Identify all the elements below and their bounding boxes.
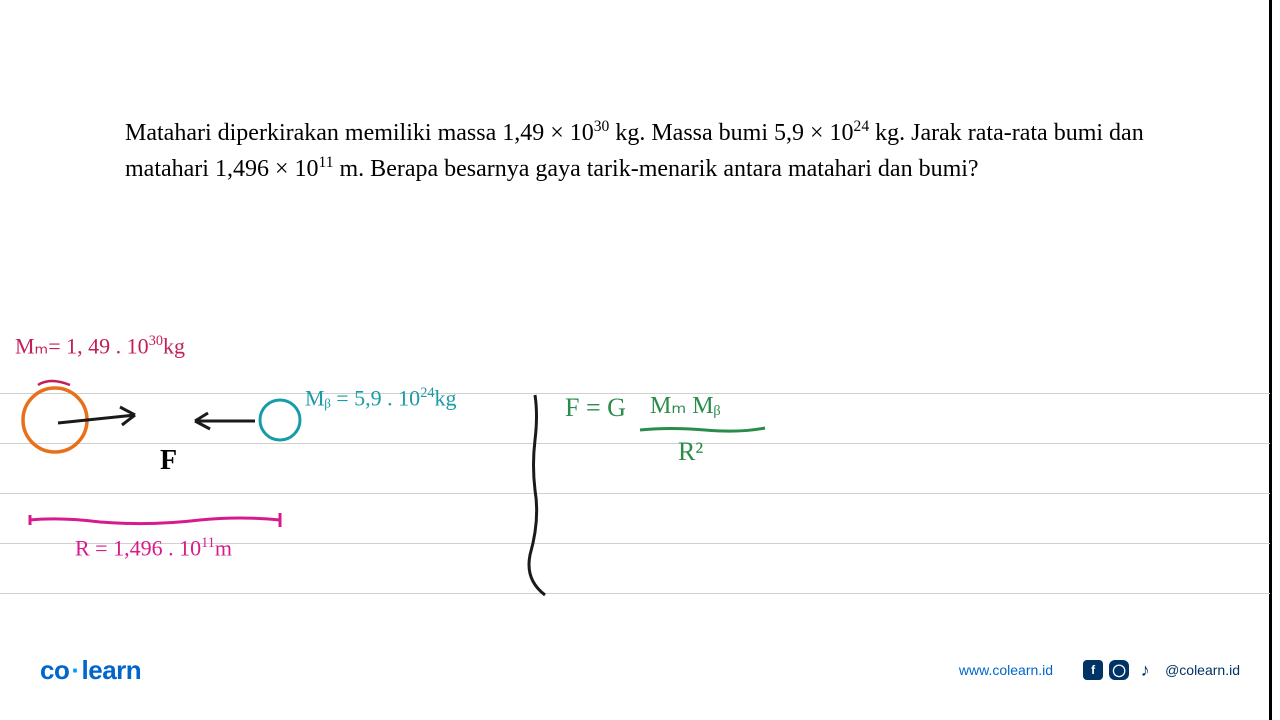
force-label: F (160, 445, 177, 477)
logo-dot: · (71, 655, 79, 686)
mm-unit: kg (163, 333, 185, 358)
divider-brace (529, 395, 545, 595)
force-arrow-right (58, 415, 135, 423)
fraction-line (640, 428, 765, 431)
formula-lhs: F = G (565, 393, 626, 423)
rule-line (0, 393, 1270, 394)
problem-part1: Matahari diperkirakan memiliki massa 1,4… (125, 120, 594, 146)
mm-exp: 30 (149, 333, 163, 349)
distance-bracket (30, 513, 280, 527)
social-handle: @colearn.id (1165, 662, 1240, 678)
rule-line (0, 593, 1270, 594)
logo-learn: learn (82, 655, 142, 685)
logo-co: co (40, 655, 69, 685)
force-arrowhead-right (120, 407, 135, 425)
r-unit: m (215, 535, 232, 560)
mm-underline (38, 381, 70, 385)
problem-part2: kg. Massa bumi 5,9 × 10 (609, 120, 853, 146)
problem-part4: m. Berapa besarnya gaya tarik-menarik an… (334, 156, 979, 182)
work-area: Mₘ= 1, 49 . 1030kg F Mᵦ = 5,9 . 1024kg R… (0, 325, 1280, 615)
mb-unit: kg (434, 385, 456, 410)
footer: co·learn www.colearn.id f ◯ ♪ @colearn.i… (0, 650, 1280, 690)
force-arrowhead-left (195, 413, 210, 429)
mm-text: Mₘ= 1, 49 . 10 (15, 333, 149, 358)
earth-icon (260, 400, 300, 440)
r-annotation: R = 1,496 . 1011m (75, 535, 232, 561)
formula-denominator: R² (678, 437, 703, 467)
tiktok-icon[interactable]: ♪ (1135, 660, 1155, 680)
mb-annotation: Mᵦ = 5,9 . 1024kg (305, 385, 456, 411)
problem-sup2: 24 (854, 118, 870, 135)
website-url[interactable]: www.colearn.id (959, 662, 1053, 678)
logo: co·learn (40, 655, 141, 686)
diagram-svg (0, 325, 1280, 615)
rule-line (0, 443, 1270, 444)
instagram-icon[interactable]: ◯ (1109, 660, 1129, 680)
rule-line (0, 493, 1270, 494)
mb-exp: 24 (420, 385, 434, 401)
problem-sup3: 11 (319, 154, 334, 171)
facebook-icon[interactable]: f (1083, 660, 1103, 680)
formula-numerator: Mₘ Mᵦ (650, 391, 720, 420)
social-links: f ◯ ♪ @colearn.id (1083, 660, 1240, 680)
r-text: R = 1,496 . 10 (75, 535, 201, 560)
problem-sup1: 30 (594, 118, 610, 135)
r-exp: 11 (201, 535, 215, 551)
mb-text: Mᵦ = 5,9 . 10 (305, 385, 420, 410)
mm-annotation: Mₘ= 1, 49 . 1030kg (15, 333, 185, 359)
problem-text: Matahari diperkirakan memiliki massa 1,4… (125, 115, 1150, 187)
